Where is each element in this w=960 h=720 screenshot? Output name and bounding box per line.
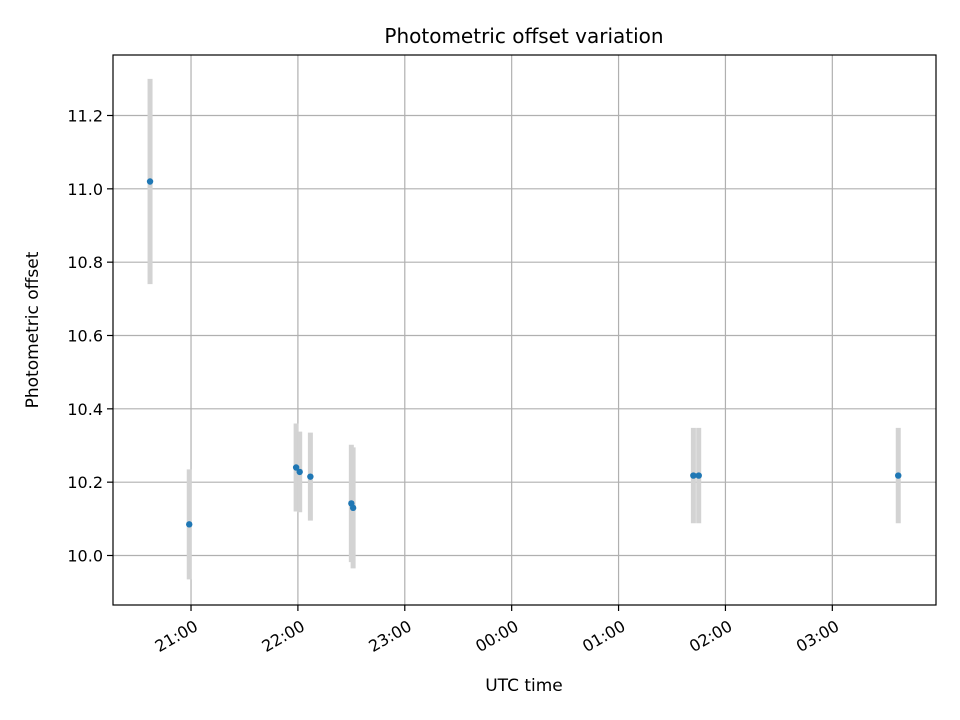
y-tick-label: 10.8	[67, 253, 103, 272]
y-axis-label: Photometric offset	[23, 251, 43, 408]
y-tick-label: 10.0	[67, 547, 103, 566]
data-points	[146, 178, 902, 528]
data-point	[349, 504, 357, 512]
x-axis-label: UTC time	[485, 676, 563, 696]
y-tick-label: 11.2	[67, 107, 103, 126]
y-tick-label: 10.2	[67, 473, 103, 492]
data-point	[895, 472, 902, 479]
data-point	[690, 472, 697, 479]
y-tick-label: 10.6	[67, 327, 103, 346]
data-point	[146, 178, 154, 185]
data-point	[695, 472, 702, 479]
data-point	[307, 473, 314, 480]
plot-frame	[112, 54, 937, 606]
y-tick-label: 10.4	[67, 400, 103, 419]
y-tick-label: 11.0	[67, 180, 103, 199]
chart-title: Photometric offset variation	[384, 24, 663, 48]
y-axis-ticks: 10.0 10.2 10.4 10.6 10.8 11.0 11.2	[67, 107, 113, 566]
data-point	[186, 521, 193, 528]
data-point	[292, 464, 300, 471]
grid	[113, 55, 936, 605]
data-point	[296, 468, 303, 476]
